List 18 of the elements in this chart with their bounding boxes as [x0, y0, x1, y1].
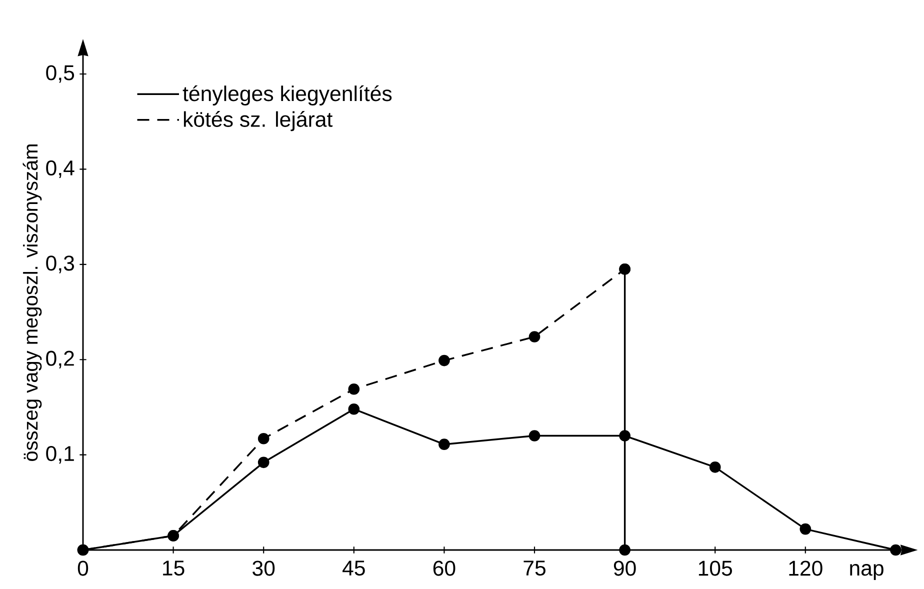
x-tick-label: 120 [789, 560, 822, 576]
legend-label: kötés sz. lejárat [184, 111, 333, 132]
x-tick-label: 105 [698, 560, 732, 576]
x-tick-label: 15 [163, 560, 184, 576]
y-tick-label: 0,5 [46, 65, 74, 83]
y-tick-label: 0,2 [46, 350, 74, 368]
y-tick-label: 0,4 [46, 160, 74, 178]
x-tick-label: 30 [252, 560, 275, 576]
x-tick-label: 60 [433, 560, 456, 576]
legend-label: tényleges kiegyenlítés [182, 85, 392, 106]
y-tick-label: 0,3 [46, 256, 74, 274]
y-tick-label: 0,1 [46, 446, 74, 464]
y-axis-title: összeg vagy megoszl. viszonyszám [22, 144, 42, 461]
x-tick-label: 90 [614, 560, 636, 576]
x-tick-label: 75 [524, 560, 546, 576]
x-tick-label: 45 [342, 560, 365, 576]
x-axis-title: nap [850, 564, 884, 580]
x-tick-label: 0 [78, 560, 88, 576]
